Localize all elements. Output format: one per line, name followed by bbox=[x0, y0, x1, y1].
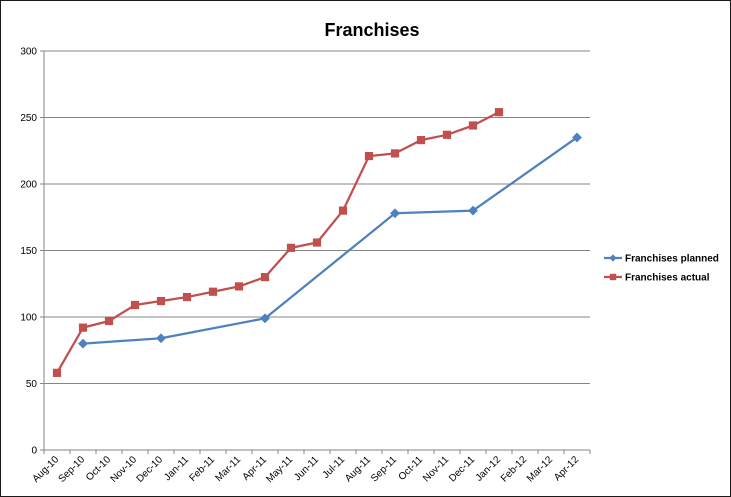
x-tick-label: Sep-11 bbox=[369, 454, 399, 484]
data-point bbox=[208, 287, 218, 296]
data-point bbox=[260, 273, 270, 282]
x-tick-label: Mar-12 bbox=[525, 454, 555, 484]
y-axis-ticks: 0 50 100 150 200 250 300 bbox=[20, 47, 37, 457]
x-tick-label: Feb-12 bbox=[499, 454, 529, 484]
x-tick-label: Jan-12 bbox=[474, 454, 504, 484]
data-point bbox=[390, 208, 400, 219]
chart-title: Franchises bbox=[324, 20, 419, 40]
data-point bbox=[442, 130, 452, 139]
data-point bbox=[156, 296, 166, 306]
legend: Franchises planned Franchises actual bbox=[604, 254, 719, 284]
data-point bbox=[468, 121, 478, 130]
x-tick-label: Feb-11 bbox=[187, 454, 217, 484]
data-point bbox=[104, 316, 114, 326]
data-point bbox=[338, 206, 348, 215]
x-tick-label: Nov-10 bbox=[109, 454, 140, 485]
y-tick-label: 200 bbox=[20, 180, 37, 191]
x-tick-label: Jun-11 bbox=[292, 454, 321, 483]
data-point bbox=[286, 243, 296, 252]
x-tick-label: May-11 bbox=[264, 454, 295, 485]
data-point bbox=[78, 323, 88, 332]
legend-label: Franchises actual bbox=[625, 273, 710, 284]
data-point bbox=[312, 238, 322, 247]
legend-label: Franchises planned bbox=[625, 254, 719, 265]
x-tick-label: Jan-11 bbox=[162, 454, 191, 483]
series-line-2 bbox=[56, 111, 500, 374]
data-point bbox=[260, 313, 270, 324]
x-tick-label: Nov-11 bbox=[421, 454, 451, 484]
x-tick-label: Apr-12 bbox=[552, 454, 581, 483]
y-tick-label: 300 bbox=[20, 47, 37, 58]
data-point bbox=[156, 333, 166, 344]
x-tick-label: Dec-11 bbox=[447, 454, 477, 484]
data-point bbox=[468, 205, 478, 216]
data-point bbox=[494, 108, 504, 117]
y-tick-label: 100 bbox=[20, 313, 37, 324]
data-point bbox=[234, 282, 244, 291]
x-axis-ticks: Aug-10Sep-10Oct-10Nov-10Dec-10Jan-11Feb-… bbox=[31, 454, 582, 485]
series-group bbox=[52, 108, 582, 377]
gridlines bbox=[40, 50, 591, 454]
data-point bbox=[182, 292, 192, 302]
data-point bbox=[416, 136, 426, 145]
legend-marker bbox=[609, 254, 617, 262]
y-tick-label: 150 bbox=[20, 246, 37, 257]
x-tick-label: Oct-11 bbox=[397, 454, 426, 483]
x-tick-label: Sep-10 bbox=[57, 454, 88, 485]
data-point bbox=[364, 151, 374, 161]
data-point bbox=[572, 132, 582, 143]
data-point bbox=[52, 368, 62, 377]
data-point bbox=[130, 300, 140, 310]
legend-marker bbox=[609, 273, 617, 281]
x-tick-label: Mar-11 bbox=[213, 454, 243, 484]
y-tick-label: 0 bbox=[31, 446, 37, 457]
x-tick-label: Aug-11 bbox=[343, 454, 373, 484]
data-point bbox=[78, 338, 88, 349]
x-tick-label: Dec-10 bbox=[135, 454, 166, 485]
data-point bbox=[390, 149, 400, 158]
y-tick-label: 250 bbox=[20, 113, 37, 124]
series-line-1 bbox=[82, 136, 578, 345]
x-tick-label: Aug-10 bbox=[31, 454, 62, 485]
y-tick-label: 50 bbox=[26, 379, 38, 390]
